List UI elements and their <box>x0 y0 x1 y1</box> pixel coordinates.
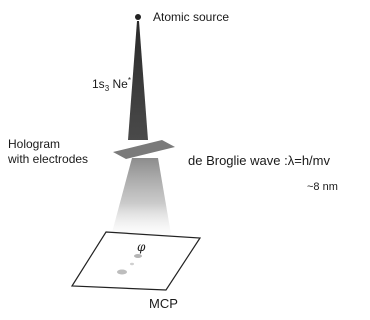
atom-state-subscript: 3 <box>104 84 110 93</box>
wavelength-label: ~8 nm <box>307 181 338 193</box>
atomic-source-dot <box>135 14 141 20</box>
hologram-label: Hologram with electrodes <box>8 137 88 167</box>
hologram-label-line1: Hologram <box>8 137 61 151</box>
detector-spot <box>130 262 134 266</box>
de-broglie-wave-cone <box>110 158 172 240</box>
atom-state-superscript: * <box>127 76 131 85</box>
atom-beam <box>128 21 148 140</box>
hologram-label-line2: with electrodes <box>8 152 89 166</box>
phase-symbol: φ <box>137 240 146 254</box>
de-broglie-label: de Broglie wave :λ=h/mv <box>188 153 330 168</box>
atom-state-label: 1s3 Ne* <box>92 74 131 96</box>
atom-species: Ne <box>109 77 128 91</box>
detector-spot <box>117 269 127 275</box>
mcp-label: MCP <box>149 296 178 311</box>
atom-state-main: 1s <box>92 77 105 91</box>
hologram-plate <box>113 140 175 159</box>
mcp-detector <box>70 231 202 291</box>
atomic-source-label: Atomic source <box>153 10 230 24</box>
detector-spot <box>134 254 142 258</box>
